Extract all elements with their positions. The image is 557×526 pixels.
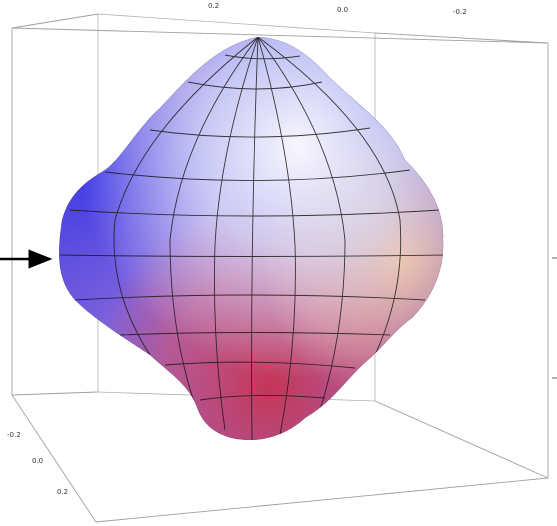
top-tick-0: 0.2 [208,2,219,10]
top-tick-1: 0.0 [337,6,348,14]
left-tick-2: 0.2 [57,488,68,496]
left-tick-0: -0.2 [7,431,21,439]
top-tick-2: -0.2 [453,8,467,16]
top-axis-ticks: 0.2 0.0 -0.2 [208,2,467,16]
surface-blob [59,37,444,440]
right-axis-ticks [552,257,557,379]
bounding-box-front [11,13,549,523]
mesh-grid [59,37,444,440]
left-tick-1: 0.0 [32,457,43,465]
left-axis-ticks: -0.2 0.0 0.2 [7,431,68,496]
